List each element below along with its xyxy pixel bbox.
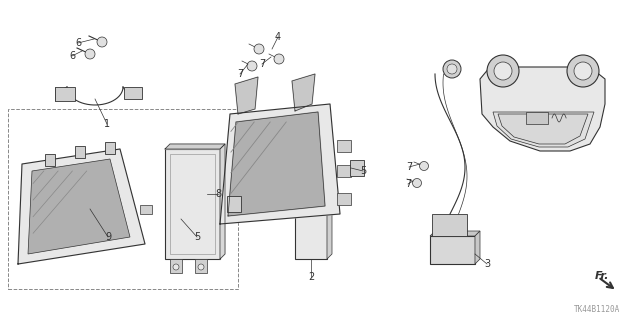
Text: Fr.: Fr. bbox=[595, 271, 609, 281]
Circle shape bbox=[254, 44, 264, 54]
Text: 3: 3 bbox=[484, 259, 490, 269]
Bar bbox=[165, 149, 220, 259]
FancyBboxPatch shape bbox=[124, 87, 142, 99]
Text: 7: 7 bbox=[405, 179, 411, 189]
Text: 2: 2 bbox=[308, 272, 314, 282]
Polygon shape bbox=[18, 149, 145, 264]
FancyBboxPatch shape bbox=[337, 193, 351, 205]
Circle shape bbox=[494, 62, 512, 80]
Circle shape bbox=[567, 55, 599, 87]
FancyBboxPatch shape bbox=[430, 236, 475, 264]
Polygon shape bbox=[220, 144, 225, 259]
FancyBboxPatch shape bbox=[337, 140, 351, 152]
Polygon shape bbox=[430, 231, 480, 236]
Text: 5: 5 bbox=[360, 166, 366, 176]
Polygon shape bbox=[480, 67, 605, 151]
Circle shape bbox=[413, 179, 422, 188]
Polygon shape bbox=[220, 104, 340, 224]
Text: 7: 7 bbox=[406, 162, 412, 172]
FancyBboxPatch shape bbox=[45, 154, 55, 166]
FancyBboxPatch shape bbox=[105, 142, 115, 154]
FancyBboxPatch shape bbox=[195, 259, 207, 273]
Polygon shape bbox=[498, 114, 588, 144]
FancyBboxPatch shape bbox=[170, 259, 182, 273]
Circle shape bbox=[447, 64, 457, 74]
Text: 4: 4 bbox=[275, 32, 281, 42]
Text: 8: 8 bbox=[215, 189, 221, 199]
Circle shape bbox=[247, 61, 257, 71]
Polygon shape bbox=[292, 74, 315, 111]
FancyBboxPatch shape bbox=[227, 196, 241, 212]
Circle shape bbox=[419, 161, 429, 170]
Polygon shape bbox=[475, 231, 480, 264]
FancyBboxPatch shape bbox=[337, 165, 351, 177]
FancyBboxPatch shape bbox=[55, 87, 75, 101]
Polygon shape bbox=[235, 77, 258, 114]
FancyBboxPatch shape bbox=[75, 146, 85, 158]
Circle shape bbox=[574, 62, 592, 80]
Polygon shape bbox=[228, 112, 325, 216]
Circle shape bbox=[97, 37, 107, 47]
Circle shape bbox=[487, 55, 519, 87]
Text: 6: 6 bbox=[69, 51, 75, 61]
Text: 9: 9 bbox=[105, 232, 111, 242]
Circle shape bbox=[85, 49, 95, 59]
FancyBboxPatch shape bbox=[350, 160, 364, 176]
Polygon shape bbox=[28, 159, 130, 254]
Circle shape bbox=[198, 264, 204, 270]
FancyBboxPatch shape bbox=[140, 205, 152, 214]
Bar bbox=[295, 204, 327, 259]
Circle shape bbox=[274, 54, 284, 64]
Bar bbox=[526, 112, 548, 124]
Polygon shape bbox=[327, 199, 332, 259]
Text: 7: 7 bbox=[259, 59, 265, 69]
Bar bbox=[8, 109, 238, 289]
Circle shape bbox=[173, 264, 179, 270]
Text: 6: 6 bbox=[75, 38, 81, 48]
Polygon shape bbox=[165, 144, 225, 149]
Text: 1: 1 bbox=[104, 119, 110, 129]
Circle shape bbox=[443, 60, 461, 78]
Polygon shape bbox=[493, 112, 594, 147]
Text: 7: 7 bbox=[237, 69, 243, 79]
Text: 5: 5 bbox=[194, 232, 200, 242]
Bar bbox=[170, 154, 215, 254]
Text: TK44B1120A: TK44B1120A bbox=[573, 305, 620, 314]
FancyBboxPatch shape bbox=[432, 214, 467, 236]
